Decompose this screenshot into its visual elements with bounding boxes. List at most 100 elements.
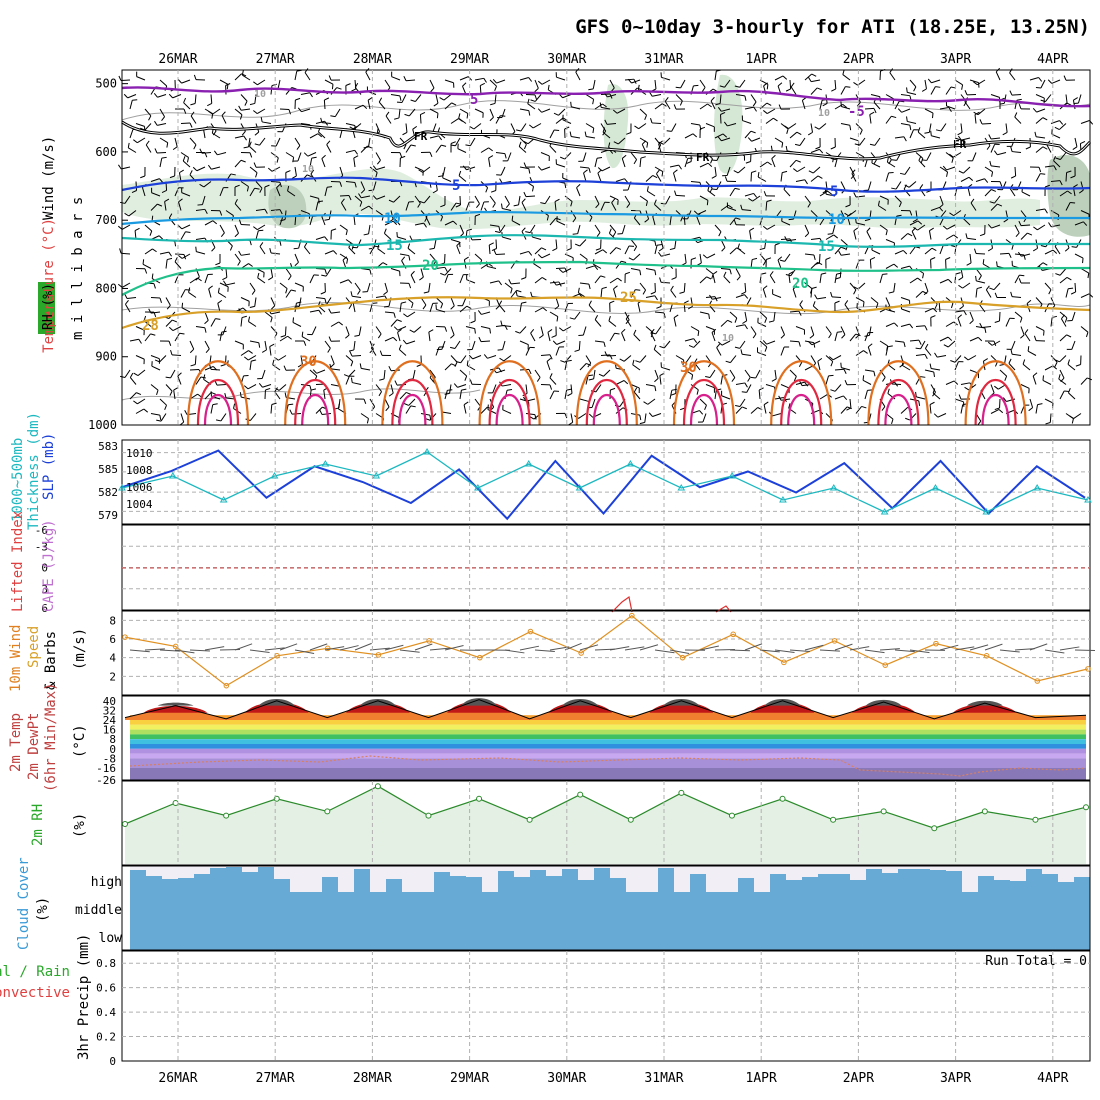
- wind-barb-feather: [279, 240, 282, 246]
- wind-barb: [384, 398, 390, 408]
- wind-barb: [582, 326, 587, 336]
- wind-barb-feather: [804, 381, 809, 387]
- wind-barb: [352, 303, 356, 313]
- wind-barb: [309, 216, 314, 226]
- wind-barb-feather: [906, 87, 908, 93]
- wind-barb: [164, 201, 167, 211]
- wind-barb: [165, 259, 168, 269]
- wind-barb-feather: [807, 202, 811, 208]
- wind-barb-feather: [619, 358, 625, 362]
- cape-spike-a: [611, 595, 633, 613]
- wind-barb: [375, 326, 382, 335]
- wind-barb: [511, 220, 521, 226]
- wind-barb-feather: [350, 377, 353, 383]
- pressure-label: 800: [95, 281, 117, 295]
- wind-barb: [871, 162, 881, 168]
- wind-barb-feather: [1059, 180, 1063, 186]
- wind-barb: [219, 187, 224, 197]
- wind-barb: [474, 253, 483, 261]
- wind-barb-feather: [523, 144, 527, 150]
- wind-barb: [188, 292, 197, 298]
- wind-barb: [225, 268, 228, 278]
- wind-barb-feather: [440, 303, 444, 309]
- wind-barb-feather: [744, 95, 747, 101]
- wind-barb: [1035, 173, 1041, 182]
- wind-barb: [489, 79, 497, 87]
- wind-barb-feather: [1085, 332, 1089, 338]
- wind-barb-feather: [881, 406, 886, 411]
- wind-barb-feather: [152, 248, 157, 253]
- wind-barb-feather: [834, 300, 840, 304]
- wind-barb-feather: [209, 364, 212, 370]
- wind-barb: [868, 326, 872, 336]
- wind-barb: [939, 278, 949, 284]
- wind-barb: [502, 324, 512, 327]
- wind-barb-feather: [207, 164, 212, 170]
- wind-barb: [601, 106, 611, 110]
- wind-barb-feather: [399, 152, 403, 158]
- wind-barb: [804, 365, 814, 371]
- wind-barb-feather: [542, 307, 548, 312]
- wind-barb-feather: [845, 204, 851, 208]
- wind-barb: [917, 131, 926, 139]
- wind-barb-feather: [164, 405, 167, 411]
- wind-barb-feather: [815, 146, 821, 150]
- wind-barb-feather: [469, 379, 473, 385]
- wind-barb: [189, 137, 197, 146]
- wind-barb: [1065, 94, 1068, 104]
- wind-barb: [621, 158, 626, 168]
- slp-tick: 1004: [126, 498, 153, 511]
- wind-barb-feather: [751, 170, 757, 173]
- wind-barb: [278, 384, 287, 391]
- wind-barb-feather: [500, 115, 506, 117]
- wind-barb-feather: [237, 260, 241, 266]
- date-label-top: 31MAR: [644, 52, 683, 67]
- wind-barb-feather: [939, 204, 944, 209]
- temp-tick: -26: [96, 774, 116, 787]
- wind-barb-feather: [804, 179, 808, 185]
- wind-barb-feather: [483, 78, 487, 83]
- date-label-bottom: 26MAR: [158, 1071, 197, 1086]
- isotherm-20: [121, 260, 1091, 296]
- wind-barb-feather: [189, 170, 193, 176]
- wind-barb-feather: [697, 330, 700, 337]
- cloud-high-bar: [850, 880, 866, 892]
- pressure-label: 700: [95, 213, 117, 227]
- wind-barb-feather: [729, 269, 732, 275]
- wind10m-barb: [339, 645, 359, 651]
- wind-barb: [270, 181, 281, 183]
- wind-barb: [369, 245, 375, 255]
- wind-barb-feather: [444, 267, 448, 272]
- wind-barb-feather: [241, 70, 244, 76]
- thickness-marker: [372, 472, 381, 479]
- wind-barb-feather: [669, 247, 675, 251]
- precip-tick: 0.2: [96, 1031, 116, 1044]
- wind-barb: [977, 108, 986, 116]
- wind-barb: [945, 321, 955, 327]
- pressure-label: 900: [95, 350, 117, 364]
- wind-barb-feather: [153, 93, 158, 98]
- wind-barb-feather: [547, 84, 550, 90]
- wind-barb: [744, 106, 754, 110]
- date-label-bottom: 31MAR: [644, 1071, 683, 1086]
- rh-marker: [1032, 816, 1039, 823]
- rh-marker: [830, 816, 837, 823]
- isotherm-15: [121, 234, 1090, 248]
- wind-barb: [1020, 384, 1030, 389]
- temperature-color-bands: [130, 715, 1086, 780]
- contour-label-fr-2: FR: [696, 151, 710, 164]
- wind-barb-feather: [700, 126, 706, 130]
- wind-barb: [639, 355, 647, 363]
- wind-barb-feather: [830, 389, 836, 392]
- wind-barb: [885, 346, 889, 356]
- wind-barb-feather: [349, 351, 353, 357]
- wind10m-barb: [399, 649, 420, 653]
- wind-barb-feather: [172, 146, 178, 151]
- cloud-high-bar: [690, 874, 706, 892]
- wind10m-barb: [879, 648, 900, 651]
- wind-barb: [810, 123, 814, 133]
- wind-barb-feather: [586, 363, 592, 366]
- wind-barb: [1054, 246, 1061, 255]
- wind-barb: [378, 101, 386, 110]
- wind-barb: [183, 102, 191, 110]
